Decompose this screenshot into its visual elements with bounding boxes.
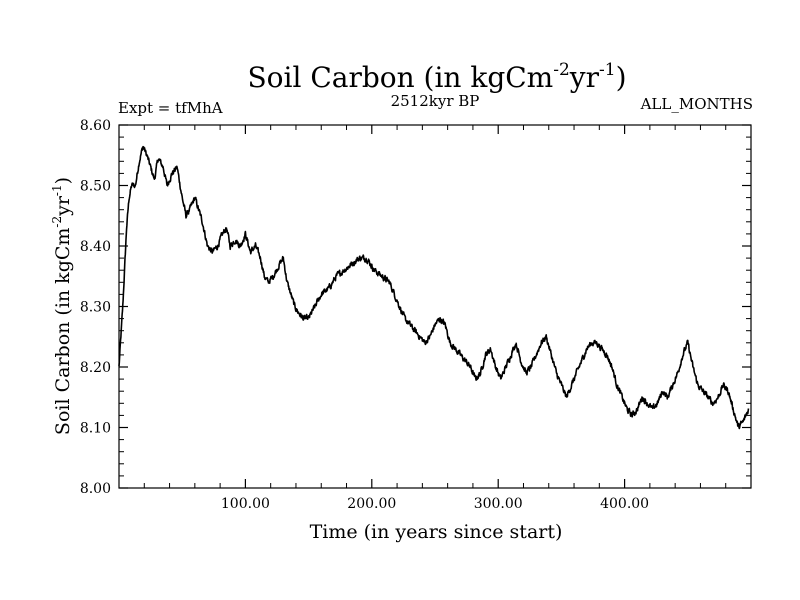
months-label: ALL_MONTHS xyxy=(640,95,753,113)
plot-frame xyxy=(118,124,752,489)
y-axis-label-end: ) xyxy=(52,177,74,184)
y-tick-label: 8.40 xyxy=(80,239,111,255)
y-axis-label-main: Soil Carbon (in kgCm xyxy=(52,228,74,435)
y-tick-label: 8.30 xyxy=(80,300,111,316)
x-axis-label: Time (in years since start) xyxy=(310,521,563,543)
chart-title-mid: yr xyxy=(569,61,600,94)
y-tick-label: 8.10 xyxy=(80,421,111,437)
x-tick-label: 200.00 xyxy=(347,496,396,512)
y-tick-label: 8.00 xyxy=(80,481,111,497)
chart-title: Soil Carbon (in kgCm-2yr-1) xyxy=(247,60,626,94)
period-label: 2512kyr BP xyxy=(391,92,480,110)
experiment-label: Expt = tfMhA xyxy=(118,99,223,117)
y-axis-label-mid: yr xyxy=(52,195,74,217)
y-tick-label: 8.60 xyxy=(80,118,111,134)
chart-title-main: Soil Carbon (in kgCm xyxy=(247,61,553,94)
soil-carbon-series-line xyxy=(118,145,750,430)
y-axis-label-sup1: -2 xyxy=(50,216,64,228)
x-axis: 100.00 200.00 300.00 400.00 xyxy=(143,125,727,512)
x-tick-label: 100.00 xyxy=(221,496,270,512)
chart-title-sup2: -1 xyxy=(599,60,616,80)
y-axis-label-sup2: -1 xyxy=(50,184,64,196)
chart-title-end: ) xyxy=(616,61,627,94)
y-tick-label: 8.20 xyxy=(80,360,111,376)
x-tick-label: 300.00 xyxy=(474,496,523,512)
y-axis-label: Soil Carbon (in kgCm-2yr-1) xyxy=(50,177,74,435)
y-axis: 8.00 8.10 8.20 8.30 8.40 8.50 8.60 xyxy=(80,118,751,497)
x-tick-label: 400.00 xyxy=(600,496,649,512)
y-tick-label: 8.50 xyxy=(80,179,111,195)
chart-title-sup1: -2 xyxy=(553,60,570,80)
